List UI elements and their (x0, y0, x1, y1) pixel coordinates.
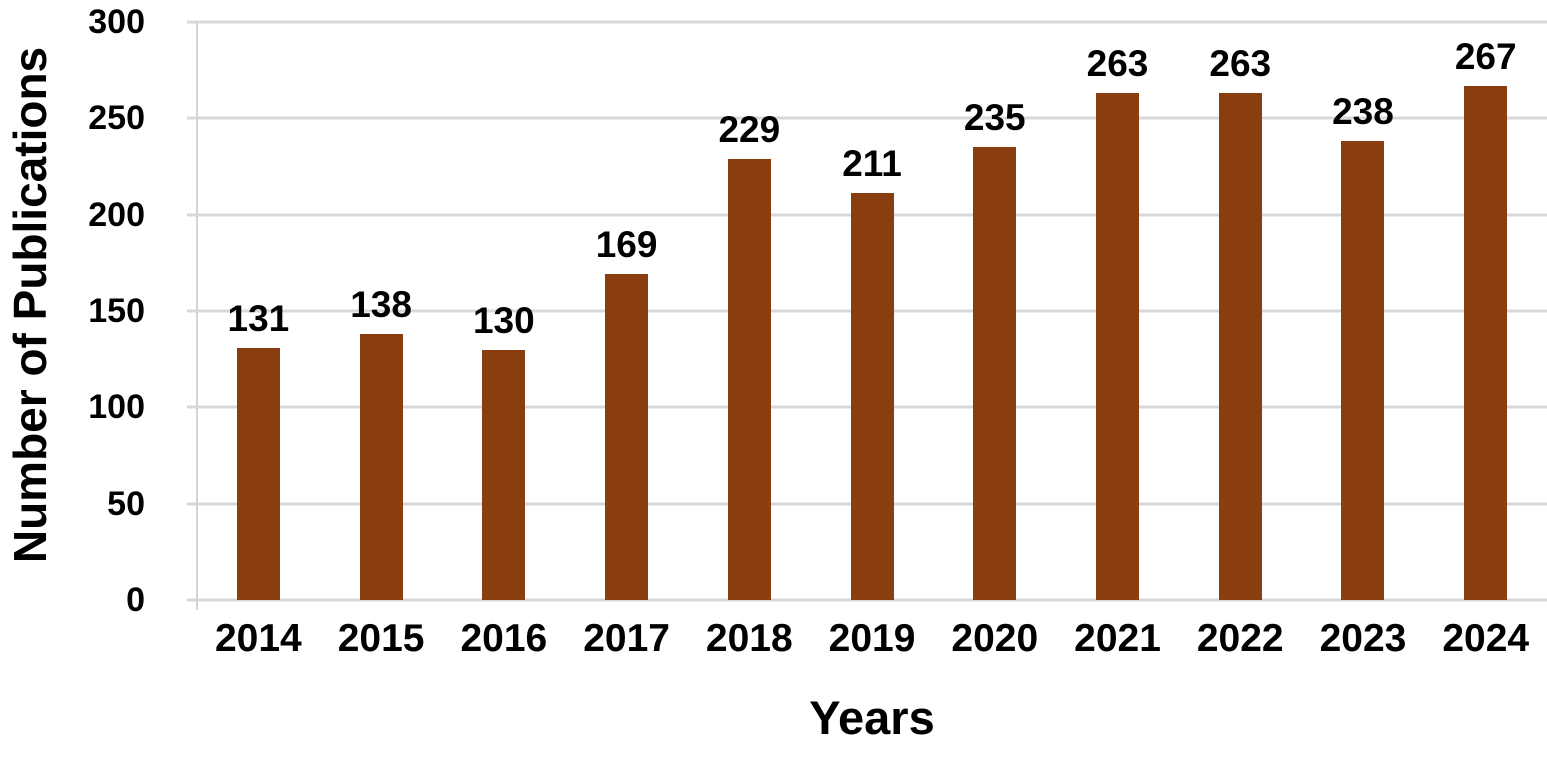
bar-value-label-2022: 263 (1209, 43, 1272, 85)
bar-value-label-2018: 229 (718, 108, 781, 150)
y-tick-label-0: 0 (126, 581, 145, 619)
x-tick-label-2017: 2017 (583, 617, 670, 660)
bar-value-label-2021: 263 (1086, 43, 1149, 85)
bar-value-label-2014: 131 (227, 297, 290, 339)
bar-2014 (236, 347, 280, 600)
x-tick-label-2014: 2014 (214, 617, 302, 660)
bar-value-label-2024: 267 (1454, 35, 1517, 77)
bar-2018 (727, 158, 771, 600)
x-tick-label-2022: 2022 (1196, 617, 1284, 660)
bar-slot-2021: 263 (1056, 22, 1179, 600)
x-axis-tick-labels: 2014 2015 2016 2017 2018 2019 2020 2021 2022 2023… (197, 617, 1547, 661)
y-axis-line (196, 22, 198, 610)
bar-2016 (482, 349, 526, 600)
bar-value-label-2017: 169 (595, 224, 658, 266)
y-tick-label-300: 300 (88, 3, 145, 41)
bars-layer: 131 138 130 169 229 211 235 263 263 238 267 (197, 22, 1547, 600)
bar-value-label-2015: 138 (350, 284, 412, 326)
bar-2024 (1464, 85, 1508, 600)
bar-slot-2018: 229 (688, 22, 811, 600)
bar-slot-2024: 267 (1424, 22, 1547, 600)
x-tick-label-2023: 2023 (1319, 617, 1407, 660)
bar-slot-2016: 130 (442, 22, 565, 600)
x-tick-label-2015: 2015 (337, 617, 425, 660)
gridline-300 (187, 20, 1547, 24)
bar-slot-2014: 131 (197, 22, 320, 600)
y-tick-label-250: 250 (88, 99, 145, 138)
bar-value-label-2023: 238 (1332, 91, 1394, 133)
x-tick-label-2019: 2019 (828, 617, 916, 660)
y-tick-label-150: 150 (88, 292, 145, 330)
bar-slot-2020: 235 (933, 22, 1056, 600)
bar-slot-2015: 138 (320, 22, 443, 600)
bar-2019 (850, 193, 894, 600)
x-tick-label-2016: 2016 (460, 617, 548, 660)
bar-slot-2017: 169 (565, 22, 688, 600)
x-tick-label-2024: 2024 (1442, 617, 1530, 660)
x-tick-label-2018: 2018 (705, 617, 793, 660)
plot-area: 131 138 130 169 229 211 235 263 263 238 267 (187, 20, 1547, 610)
x-tick-label-2021: 2021 (1074, 617, 1161, 660)
bar-2020 (973, 147, 1017, 600)
bar-slot-2023: 238 (1302, 22, 1425, 600)
bar-value-label-2019: 211 (842, 143, 902, 185)
bar-2022 (1218, 93, 1262, 600)
bar-2015 (359, 334, 403, 600)
x-axis-title: Years (809, 691, 935, 744)
bar-2021 (1096, 93, 1139, 600)
bar-value-label-2016: 130 (472, 299, 535, 341)
gridline-0 (187, 598, 1547, 602)
x-tick-label-2020: 2020 (951, 617, 1039, 660)
bar-value-label-2020: 235 (963, 97, 1026, 139)
bar-2017 (605, 274, 649, 600)
y-tick-label-200: 200 (88, 195, 145, 234)
y-tick-label-100: 100 (88, 388, 145, 427)
y-tick-label-50: 50 (107, 484, 145, 523)
bar-slot-2022: 263 (1179, 22, 1302, 600)
gridline-250 (187, 116, 1547, 120)
bar-slot-2019: 211 (811, 22, 934, 600)
bar-2023 (1341, 141, 1385, 600)
